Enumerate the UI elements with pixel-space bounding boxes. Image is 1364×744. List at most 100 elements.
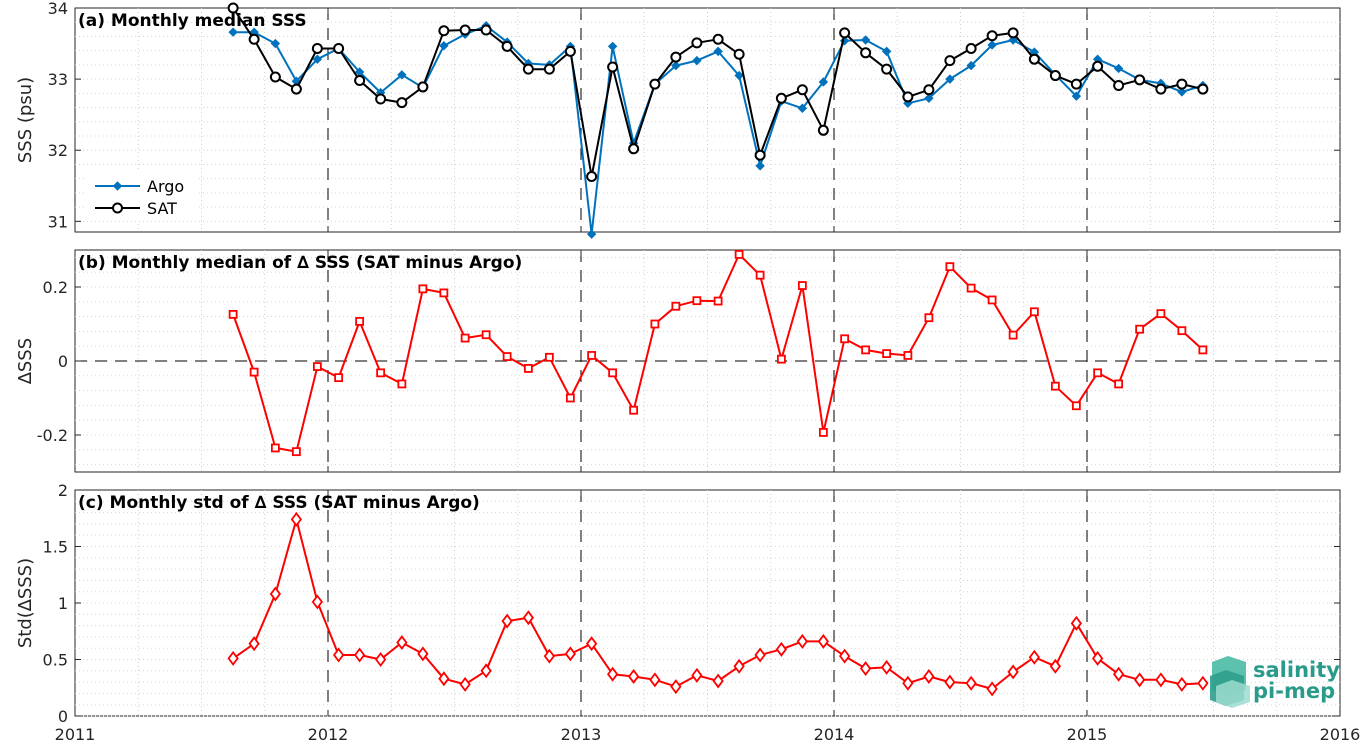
data-point bbox=[480, 663, 492, 679]
data-point bbox=[691, 37, 703, 49]
data-point bbox=[1029, 307, 1039, 317]
data-point bbox=[670, 51, 682, 63]
data-point bbox=[543, 63, 555, 75]
data-point bbox=[944, 674, 956, 690]
data-point bbox=[945, 262, 955, 272]
data-point bbox=[1092, 650, 1104, 666]
data-point bbox=[924, 313, 934, 323]
data-point bbox=[818, 77, 829, 87]
data-point bbox=[881, 46, 892, 57]
data-point bbox=[270, 38, 281, 49]
data-point bbox=[312, 54, 323, 64]
data-point bbox=[544, 352, 554, 362]
data-point bbox=[438, 671, 450, 687]
data-point bbox=[438, 25, 450, 37]
data-point bbox=[1155, 83, 1167, 95]
data-point bbox=[501, 40, 513, 52]
data-point bbox=[986, 681, 998, 697]
data-point bbox=[311, 43, 323, 55]
panel-c-title: (c) Monthly std of ∆ SSS (SAT minus Argo… bbox=[78, 493, 480, 513]
data-point bbox=[796, 84, 808, 96]
data-point bbox=[1071, 91, 1082, 101]
data-point bbox=[481, 330, 491, 340]
x-tick-label: 2011 bbox=[55, 725, 96, 744]
data-point bbox=[375, 93, 387, 105]
panel-c-y-ticks: 0 0.5 1 1.5 2 bbox=[43, 481, 1340, 726]
data-point bbox=[522, 63, 534, 75]
data-point bbox=[586, 229, 597, 239]
data-point bbox=[311, 594, 323, 610]
data-point bbox=[944, 55, 956, 67]
logo-line-1: salinity bbox=[1253, 658, 1340, 682]
data-point bbox=[460, 333, 470, 343]
data-point bbox=[523, 363, 533, 373]
data-point bbox=[713, 46, 723, 57]
data-point bbox=[459, 676, 471, 692]
data-point bbox=[1134, 74, 1146, 86]
y-tick-label: -0.2 bbox=[37, 426, 68, 445]
data-point bbox=[586, 636, 598, 652]
data-point bbox=[733, 48, 745, 60]
data-point bbox=[671, 60, 681, 71]
data-point bbox=[334, 373, 344, 383]
legend-argo-marker bbox=[112, 181, 123, 191]
data-point bbox=[692, 55, 702, 66]
data-point bbox=[1071, 401, 1081, 411]
data-point bbox=[417, 646, 429, 662]
panel-b-median-delta-sss: -0.2 0 0.2 ∆SSS (b) Monthly median of ∆ SS… bbox=[15, 249, 1341, 473]
data-point bbox=[671, 301, 681, 311]
data-point bbox=[712, 33, 724, 45]
panel-c-std-delta-sss: 0 0.5 1 1.5 2 Std(∆SSS) (c) Monthly std of ∆… bbox=[15, 481, 1341, 726]
data-point bbox=[861, 345, 871, 355]
panel-a-marks bbox=[227, 2, 1209, 239]
panel-b-y-label: ∆SSS bbox=[15, 338, 36, 385]
x-tick-label: 2012 bbox=[308, 725, 349, 744]
data-point bbox=[564, 646, 576, 662]
data-point bbox=[1197, 83, 1209, 95]
data-point bbox=[966, 60, 976, 71]
data-point bbox=[543, 648, 555, 664]
data-point bbox=[418, 284, 428, 294]
legend-box bbox=[86, 171, 196, 221]
data-point bbox=[754, 149, 766, 161]
data-point bbox=[923, 84, 935, 96]
data-point bbox=[902, 675, 914, 691]
data-point bbox=[965, 675, 977, 691]
data-point bbox=[1113, 666, 1125, 682]
data-point bbox=[691, 667, 703, 683]
data-point bbox=[1007, 27, 1019, 39]
data-point bbox=[628, 143, 640, 155]
x-tick-label: 2014 bbox=[814, 725, 855, 744]
data-point bbox=[817, 124, 829, 136]
data-point bbox=[902, 91, 914, 103]
data-point bbox=[734, 70, 744, 81]
data-point bbox=[924, 93, 934, 104]
data-point bbox=[627, 668, 640, 684]
data-point bbox=[376, 368, 386, 378]
data-point bbox=[565, 393, 575, 403]
panel-a-legend: Argo SAT bbox=[86, 171, 196, 221]
data-point bbox=[459, 24, 471, 36]
data-point bbox=[797, 281, 807, 290]
data-point bbox=[290, 83, 302, 95]
data-point bbox=[1092, 60, 1104, 72]
data-point bbox=[1028, 649, 1041, 665]
data-point bbox=[1113, 80, 1125, 92]
data-point bbox=[1093, 368, 1103, 378]
x-axis-tick-labels: 2011 2012 2013 2014 2015 2016 bbox=[55, 725, 1361, 744]
data-point bbox=[587, 351, 597, 360]
data-point bbox=[987, 40, 997, 50]
data-point bbox=[1070, 615, 1082, 631]
data-point bbox=[649, 672, 661, 688]
data-point bbox=[629, 405, 639, 415]
data-point bbox=[564, 45, 576, 57]
y-tick-label: 0 bbox=[58, 352, 68, 371]
data-point bbox=[880, 659, 893, 675]
data-point bbox=[291, 447, 301, 457]
y-tick-label: 0.5 bbox=[43, 651, 68, 670]
data-point bbox=[1113, 63, 1124, 74]
data-point bbox=[1135, 324, 1145, 334]
data-point bbox=[987, 295, 997, 305]
data-point bbox=[903, 351, 913, 360]
